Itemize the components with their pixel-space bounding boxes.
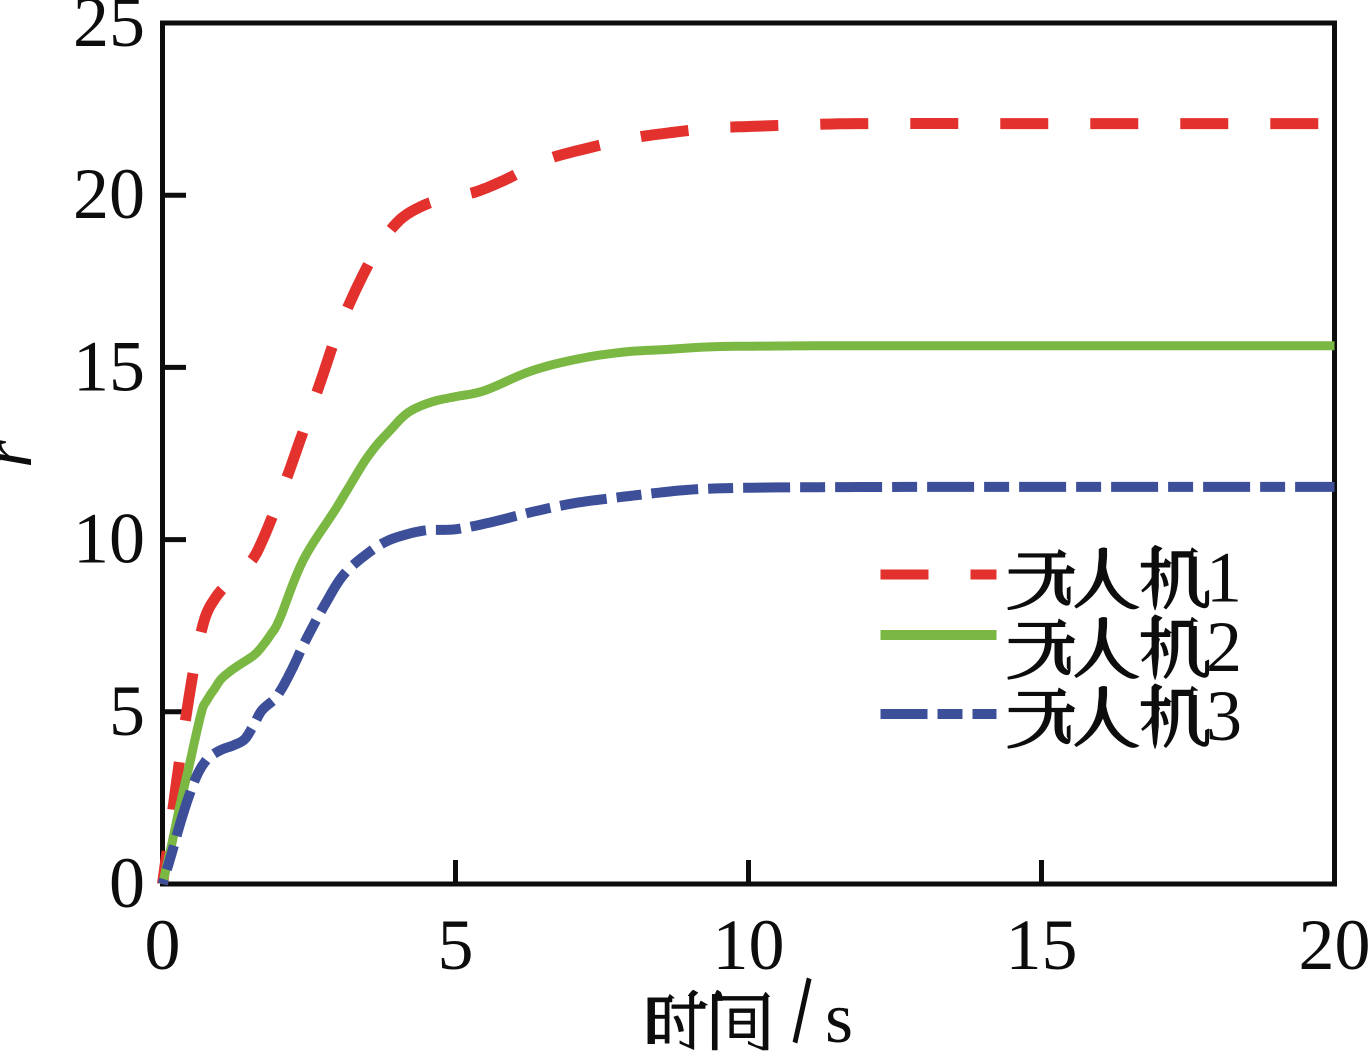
svg-text:20: 20	[73, 154, 145, 234]
svg-text:10: 10	[713, 905, 785, 985]
svg-text:2: 2	[1206, 607, 1242, 687]
svg-text:5: 5	[438, 905, 474, 985]
svg-text:0: 0	[145, 905, 181, 985]
svg-text:5: 5	[109, 671, 145, 751]
svg-text:10: 10	[73, 499, 145, 579]
svg-text:1: 1	[1206, 538, 1242, 618]
svg-text:20: 20	[1299, 905, 1369, 985]
svg-text:0: 0	[109, 843, 145, 923]
svg-text:15: 15	[73, 326, 145, 406]
svg-text:15: 15	[1006, 905, 1078, 985]
svg-text:r: r	[0, 439, 47, 468]
svg-text:25: 25	[73, 0, 145, 62]
svg-text:3: 3	[1206, 676, 1242, 756]
svg-text:s: s	[825, 978, 853, 1051]
